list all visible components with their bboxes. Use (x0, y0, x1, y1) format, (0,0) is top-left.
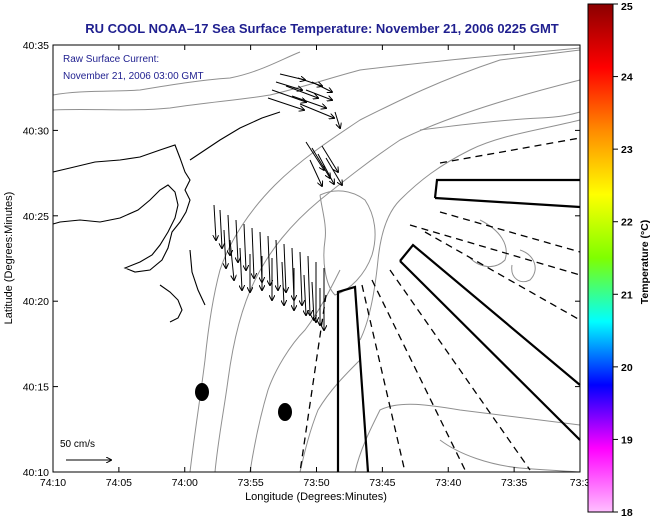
current-note-line1: Raw Surface Current: (63, 54, 159, 65)
x-tick-label: 73:50 (303, 477, 329, 489)
colorbar (587, 3, 614, 513)
bathymetry-contours (52, 47, 581, 473)
survey-wedges (336, 178, 581, 473)
marker-dot-east (278, 403, 292, 421)
colorbar-ticks: 25 24 23 22 21 20 19 18 (613, 1, 633, 518)
x-tick-label: 73:45 (369, 477, 395, 489)
colorbar-tick-label: 20 (621, 362, 633, 374)
x-tick-label: 74:10 (40, 477, 66, 489)
current-note-line2: November 21, 2006 03:00 GMT (63, 71, 204, 82)
y-axis-label: Latitude (Degrees:Minutes) (3, 192, 15, 325)
y-tick-label: 40:15 (23, 382, 49, 394)
colorbar-tick-label: 18 (621, 507, 633, 518)
colorbar-tick-label: 24 (621, 72, 633, 84)
y-tick-label: 40:10 (23, 467, 49, 479)
y-tick-label: 40:35 (23, 40, 49, 52)
y-tick-label: 40:25 (23, 211, 49, 223)
x-tick-label: 73:35 (501, 477, 527, 489)
y-tick-label: 40:20 (23, 296, 49, 308)
colorbar-tick-label: 21 (621, 289, 633, 301)
scale-label: 50 cm/s (60, 439, 95, 450)
colorbar-label: Temperature (°C) (639, 220, 651, 305)
x-tick-label: 74:05 (106, 477, 132, 489)
map-title: RU COOL NOAA–17 Sea Surface Temperature:… (85, 21, 559, 36)
y-axis-ticks: 40:35 40:30 40:25 40:20 40:15 40:10 (23, 40, 580, 479)
y-tick-label: 40:30 (23, 125, 49, 137)
colorbar-tick-label: 25 (621, 1, 633, 13)
colorbar-tick-label: 19 (621, 434, 633, 446)
x-axis-label: Longitude (Degrees:Minutes) (245, 491, 387, 503)
colorbar-tick-label: 22 (621, 217, 633, 229)
colorbar-tick-label: 23 (621, 144, 633, 156)
x-tick-label: 73:3 (570, 477, 591, 489)
marker-dot-west (195, 383, 209, 401)
map-panel: 50 cm/s Raw Surface Current: November 21… (52, 44, 581, 473)
x-tick-label: 73:40 (435, 477, 461, 489)
x-tick-label: 73:55 (237, 477, 263, 489)
x-tick-label: 74:00 (172, 477, 198, 489)
current-vectors (214, 73, 342, 330)
scale-vector: 50 cm/s (60, 439, 111, 460)
coastline (52, 111, 281, 323)
x-axis-ticks: 74:10 74:05 74:00 73:55 73:50 73:45 73:40 73:35… (40, 45, 591, 489)
